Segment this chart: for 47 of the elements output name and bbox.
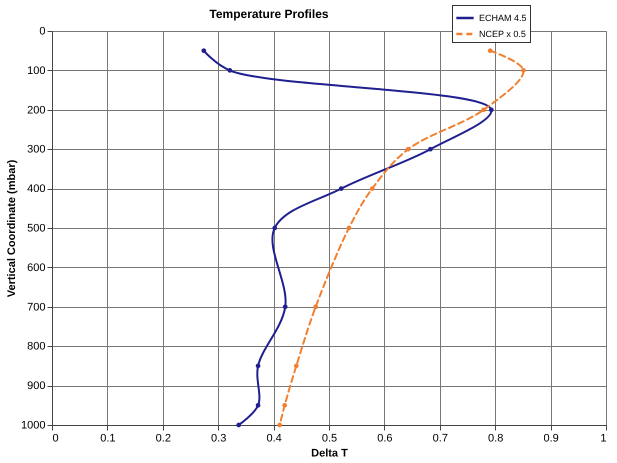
- y-tick-label: 600: [27, 262, 46, 274]
- x-tick-label: 0.1: [100, 432, 116, 444]
- point: [346, 226, 352, 230]
- point: [521, 68, 526, 73]
- legend-label: ECHAM 4.5: [479, 13, 527, 23]
- x-tick-label: 0.3: [211, 432, 226, 444]
- point: [481, 107, 486, 112]
- legend-label: NCEP x 0.5: [479, 29, 526, 39]
- x-axis-title: Delta T: [311, 448, 348, 460]
- point: [272, 226, 278, 230]
- point: [277, 422, 282, 428]
- point: [428, 146, 433, 152]
- point: [488, 48, 493, 54]
- point: [338, 186, 344, 191]
- x-tick-label: 1: [600, 432, 606, 444]
- point: [282, 304, 288, 310]
- x-tick-label: 0.8: [488, 432, 504, 444]
- point: [227, 68, 232, 73]
- y-tick-label: 0: [39, 26, 46, 38]
- point: [488, 107, 494, 112]
- point: [406, 146, 411, 152]
- point: [370, 186, 375, 191]
- y-tick-label: 500: [27, 222, 46, 234]
- x-tick-label: 0.5: [322, 432, 338, 444]
- y-tick-label: 700: [27, 301, 46, 314]
- point: [236, 422, 242, 428]
- point: [256, 364, 260, 368]
- point: [256, 402, 260, 408]
- y-axis-title: Vertical Coordinate (mbar): [6, 159, 18, 298]
- x-tick-label: 0.4: [266, 432, 282, 444]
- point: [201, 48, 206, 54]
- point: [313, 304, 318, 310]
- point: [282, 402, 288, 408]
- y-tick-label: 200: [27, 104, 46, 116]
- chart-title: Temperature Profiles: [209, 7, 329, 21]
- x-tick-label: 0.2: [156, 432, 171, 444]
- y-tick-label: 400: [27, 183, 46, 196]
- x-tick-label: 0.7: [432, 432, 448, 444]
- y-tick-label: 1000: [21, 420, 46, 432]
- y-tick-label: 800: [27, 340, 46, 353]
- y-tick-label: 900: [27, 380, 46, 392]
- y-tick-label: 100: [27, 64, 46, 77]
- x-tick-label: 0: [52, 432, 59, 444]
- y-tick-label: 300: [27, 144, 46, 156]
- x-tick-label: 0.6: [377, 432, 393, 444]
- point: [294, 364, 299, 368]
- x-tick-label: 0.9: [543, 432, 559, 444]
